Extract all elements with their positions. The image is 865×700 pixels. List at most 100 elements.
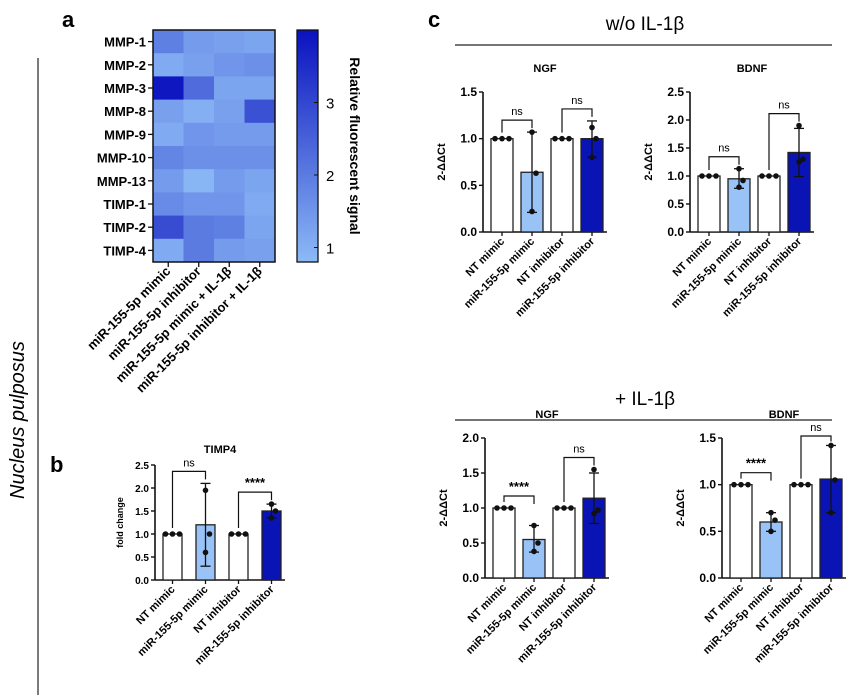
heatmap-cell xyxy=(244,238,276,263)
bar xyxy=(490,138,514,233)
heatmap-cell xyxy=(183,53,215,77)
y-axis-label: fold change xyxy=(115,497,125,548)
data-point xyxy=(766,173,772,179)
data-point xyxy=(202,487,209,494)
y-tick-label: 0.0 xyxy=(667,225,684,239)
data-point xyxy=(589,154,595,161)
data-point xyxy=(828,509,834,516)
y-tick-label: 0.5 xyxy=(462,536,479,550)
heatmap: MMP-1 MMP-2 MMP-3 MMP-8 MMP-9 MMP-10 MMP-13 TIM… xyxy=(84,29,363,395)
colorbar-tick-label: 3 xyxy=(326,96,334,113)
chart-title: NGF xyxy=(533,63,557,75)
y-axis-label: 2-ΔΔCt xyxy=(643,143,655,181)
significance-bracket xyxy=(708,156,740,170)
row-label: MMP-10 xyxy=(97,151,146,166)
y-tick-label: 2.0 xyxy=(667,113,684,127)
heatmap-cell xyxy=(214,53,245,77)
significance-label: ns xyxy=(810,422,822,434)
data-point xyxy=(828,442,834,449)
data-point xyxy=(501,505,507,511)
data-point xyxy=(566,135,572,142)
significance-bracket xyxy=(740,472,772,481)
colorbar xyxy=(296,29,319,263)
significance-label: ns xyxy=(573,444,585,456)
heatmap-cell xyxy=(153,99,184,124)
data-point xyxy=(805,481,811,488)
data-point xyxy=(268,501,275,507)
y-tick-label: 2.5 xyxy=(667,85,684,99)
data-point xyxy=(568,505,574,511)
heatmap-cell xyxy=(183,30,215,54)
heatmap-cell xyxy=(214,215,245,240)
significance-bracket xyxy=(171,470,207,528)
row-label: MMP-8 xyxy=(104,104,146,119)
y-tick-label: 1.0 xyxy=(462,501,479,515)
significance-label: ns xyxy=(718,143,730,155)
heatmap-cell xyxy=(244,215,276,240)
significance-label: ns xyxy=(778,100,790,112)
data-point xyxy=(745,481,751,488)
row-label: MMP-13 xyxy=(97,174,146,189)
heatmap-cell xyxy=(244,169,276,193)
bar xyxy=(162,533,183,581)
significance-bracket xyxy=(237,491,273,528)
significance-label: ns xyxy=(511,106,523,118)
data-point xyxy=(506,135,512,142)
heatmap-cell xyxy=(183,215,215,240)
y-tick-label: 1.0 xyxy=(699,478,716,492)
y-tick-label: 0.0 xyxy=(460,225,477,239)
data-point xyxy=(206,531,213,537)
heatmap-cell xyxy=(153,215,184,240)
heatmap-cell xyxy=(183,146,215,170)
data-point xyxy=(791,481,797,488)
data-point xyxy=(162,531,169,537)
heatmap-cell xyxy=(183,99,215,124)
y-tick-label: 2.0 xyxy=(135,484,149,495)
heatmap-cell xyxy=(244,192,276,217)
significance-bracket xyxy=(503,495,535,504)
significance-bracket xyxy=(501,119,533,133)
data-point xyxy=(731,481,737,488)
data-point xyxy=(713,173,719,179)
y-tick-label: 0.5 xyxy=(135,553,149,564)
significance-bracket xyxy=(800,435,832,479)
data-point xyxy=(738,481,744,488)
significance-label: **** xyxy=(245,475,266,490)
y-tick-label: 1.5 xyxy=(135,507,149,518)
row-label: TIMP-4 xyxy=(103,243,146,258)
heatmap-cell xyxy=(214,192,245,217)
data-point xyxy=(508,505,514,511)
data-point xyxy=(242,531,249,537)
y-tick-label: 1.5 xyxy=(462,466,479,480)
heatmap-cell xyxy=(214,122,245,147)
heatmap-cell xyxy=(244,76,276,101)
data-point xyxy=(176,531,183,537)
data-point xyxy=(272,508,279,514)
row-label: MMP-1 xyxy=(104,35,146,50)
y-tick-label: 1.0 xyxy=(460,132,477,146)
chart-title: BDNF xyxy=(737,63,768,75)
bar xyxy=(757,175,781,233)
significance-bracket xyxy=(563,456,595,502)
heatmap-cell xyxy=(214,76,245,101)
bar xyxy=(550,138,574,233)
data-point xyxy=(796,122,802,129)
data-point xyxy=(699,173,705,179)
data-point xyxy=(494,505,500,511)
panel-label-c: c xyxy=(428,7,440,32)
heatmap-cell xyxy=(244,146,276,170)
bar xyxy=(552,507,576,579)
bar xyxy=(261,510,282,581)
y-tick-label: 2.0 xyxy=(462,431,479,445)
heatmap-cell xyxy=(153,192,184,217)
data-point xyxy=(591,466,597,473)
chart-title: TIMP4 xyxy=(204,444,237,456)
heatmap-cell xyxy=(244,30,276,54)
data-point xyxy=(235,531,242,537)
y-tick-label: 1.0 xyxy=(135,530,149,541)
row-label: TIMP-1 xyxy=(103,197,146,212)
